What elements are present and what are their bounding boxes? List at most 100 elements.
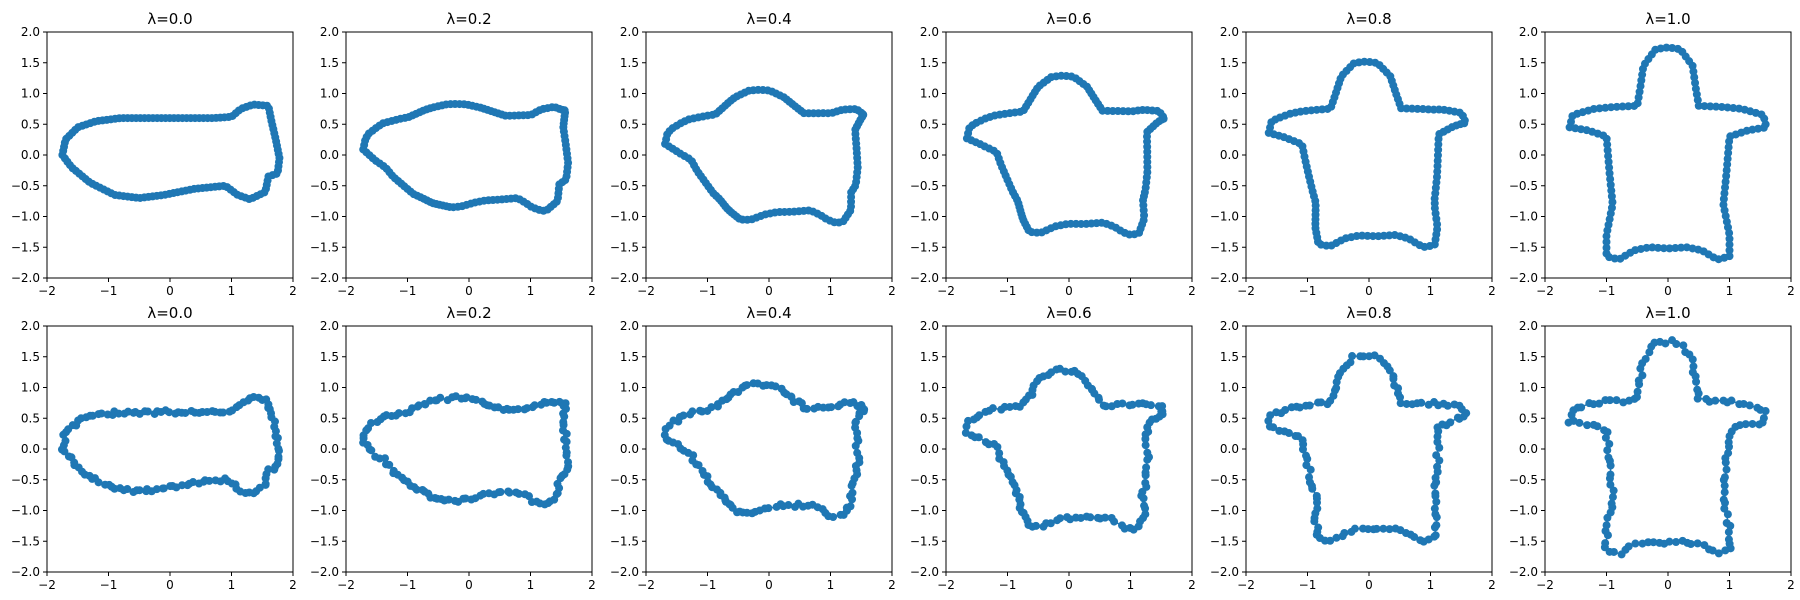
data-point bbox=[1389, 374, 1398, 383]
y-tick-label: 2.0 bbox=[620, 319, 639, 333]
y-tick-label: 2.0 bbox=[1220, 25, 1239, 39]
data-point bbox=[211, 476, 220, 485]
series-line bbox=[1567, 339, 1767, 556]
data-point bbox=[707, 403, 716, 412]
data-point bbox=[1302, 461, 1311, 470]
panel-1: λ=0.0 −2 −1 0 1 2 −2.0 −1.5 −1.0 −0.5 0.0 0.5 1.0 1.5… bbox=[11, 10, 297, 298]
data-point bbox=[1722, 166, 1731, 175]
x-tick-label: 1 bbox=[527, 284, 535, 298]
data-point bbox=[1662, 43, 1671, 52]
y-tick-label: 2.0 bbox=[620, 25, 639, 39]
y-tick-label: 2.0 bbox=[920, 319, 939, 333]
x-tick-label: 1 bbox=[1427, 284, 1435, 298]
data-point bbox=[1609, 486, 1618, 495]
axes-frame bbox=[945, 325, 1193, 573]
data-point bbox=[143, 407, 152, 416]
data-point bbox=[1338, 532, 1347, 541]
data-point bbox=[1717, 102, 1726, 111]
data-point bbox=[836, 510, 845, 519]
y-tick-label: 0.5 bbox=[1519, 411, 1538, 425]
y-tick-label: −2.0 bbox=[910, 565, 939, 579]
panel-12: λ=1.0 −2 −1 0 1 2 −2.0 −1.5 −1.0 −0.5 0.0 0.5 1.0 1.5… bbox=[1509, 304, 1795, 592]
panel-11: λ=0.8 −2 −1 0 1 2 −2.0 −1.5 −1.0 −0.5 0.0 0.5 1.0 1.5… bbox=[1210, 304, 1496, 592]
y-tick-label: 1.0 bbox=[320, 381, 339, 395]
data-point bbox=[1607, 499, 1616, 508]
data-point bbox=[1141, 434, 1150, 443]
data-point bbox=[1761, 407, 1770, 416]
x-tick-label: −1 bbox=[100, 284, 118, 298]
data-point bbox=[219, 408, 228, 417]
y-tick-label: −1.5 bbox=[1210, 240, 1239, 254]
data-point bbox=[504, 487, 513, 496]
data-point bbox=[1600, 426, 1609, 435]
data-point bbox=[1672, 339, 1681, 348]
data-point bbox=[1606, 175, 1615, 184]
data-point bbox=[1689, 362, 1698, 371]
y-tick-label: −0.5 bbox=[1509, 179, 1538, 193]
x-tick-label: 2 bbox=[1488, 578, 1496, 592]
data-point bbox=[1595, 104, 1604, 113]
x-tick-label: 1 bbox=[1127, 284, 1135, 298]
x-tick-label: 1 bbox=[827, 578, 835, 592]
data-point bbox=[1453, 413, 1462, 422]
data-point bbox=[1638, 539, 1647, 548]
data-point bbox=[60, 154, 69, 163]
data-point bbox=[562, 451, 571, 460]
x-tick-label: −2 bbox=[1536, 284, 1554, 298]
data-point bbox=[1607, 103, 1616, 112]
panel-title: λ=0.4 bbox=[746, 10, 791, 28]
data-point bbox=[1693, 394, 1702, 403]
data-point bbox=[988, 404, 997, 413]
x-tick-label: 0 bbox=[1664, 578, 1672, 592]
x-tick-label: 0 bbox=[465, 284, 473, 298]
data-point bbox=[1727, 396, 1736, 405]
y-tick-label: 1.5 bbox=[1519, 350, 1538, 364]
axes-frame bbox=[46, 31, 294, 279]
data-point bbox=[698, 466, 707, 475]
y-tick-label: −2.0 bbox=[11, 271, 40, 285]
data-point bbox=[772, 502, 781, 511]
y-tick-label: 0.5 bbox=[920, 117, 939, 131]
x-tick-label: 2 bbox=[588, 284, 596, 298]
data-point bbox=[742, 381, 751, 390]
data-point bbox=[1723, 160, 1732, 169]
data-point bbox=[1312, 492, 1321, 501]
data-point bbox=[1608, 198, 1617, 207]
data-point bbox=[1602, 237, 1611, 246]
y-tick-label: 2.0 bbox=[1519, 319, 1538, 333]
data-point bbox=[1146, 401, 1155, 410]
y-tick-label: −2.0 bbox=[610, 565, 639, 579]
data-point bbox=[1631, 539, 1640, 548]
x-tick-label: 0 bbox=[166, 284, 174, 298]
data-point bbox=[1612, 102, 1621, 111]
data-point bbox=[1655, 538, 1664, 547]
data-point bbox=[1571, 124, 1580, 133]
y-tick-label: 1.5 bbox=[320, 56, 339, 70]
data-point bbox=[1722, 171, 1731, 180]
x-tick-label: 1 bbox=[1726, 284, 1734, 298]
x-tick-label: 2 bbox=[588, 578, 596, 592]
data-point bbox=[1725, 137, 1734, 146]
y-tick-label: 1.0 bbox=[320, 87, 339, 101]
y-tick-label: 1.0 bbox=[1519, 87, 1538, 101]
y-tick-label: 1.0 bbox=[1220, 87, 1239, 101]
data-point bbox=[1291, 432, 1300, 441]
x-tick-label: −1 bbox=[699, 578, 717, 592]
y-tick-label: 1.0 bbox=[21, 381, 40, 395]
y-tick-label: −1.5 bbox=[1509, 240, 1538, 254]
data-point bbox=[1602, 249, 1611, 258]
data-point bbox=[1672, 538, 1680, 547]
axes-frame bbox=[1544, 31, 1792, 279]
y-tick-label: −1.0 bbox=[310, 504, 339, 518]
data-point bbox=[703, 477, 712, 486]
data-point bbox=[848, 495, 857, 504]
y-tick-label: −1.5 bbox=[11, 534, 40, 548]
x-tick-label: 2 bbox=[1188, 284, 1196, 298]
x-tick-label: −1 bbox=[1598, 284, 1616, 298]
data-point bbox=[1101, 402, 1110, 411]
y-tick-label: 0.5 bbox=[1220, 117, 1239, 131]
x-tick-label: 0 bbox=[1065, 578, 1073, 592]
x-tick-label: −2 bbox=[38, 578, 56, 592]
x-tick-label: −2 bbox=[337, 284, 355, 298]
data-point bbox=[1725, 234, 1734, 243]
